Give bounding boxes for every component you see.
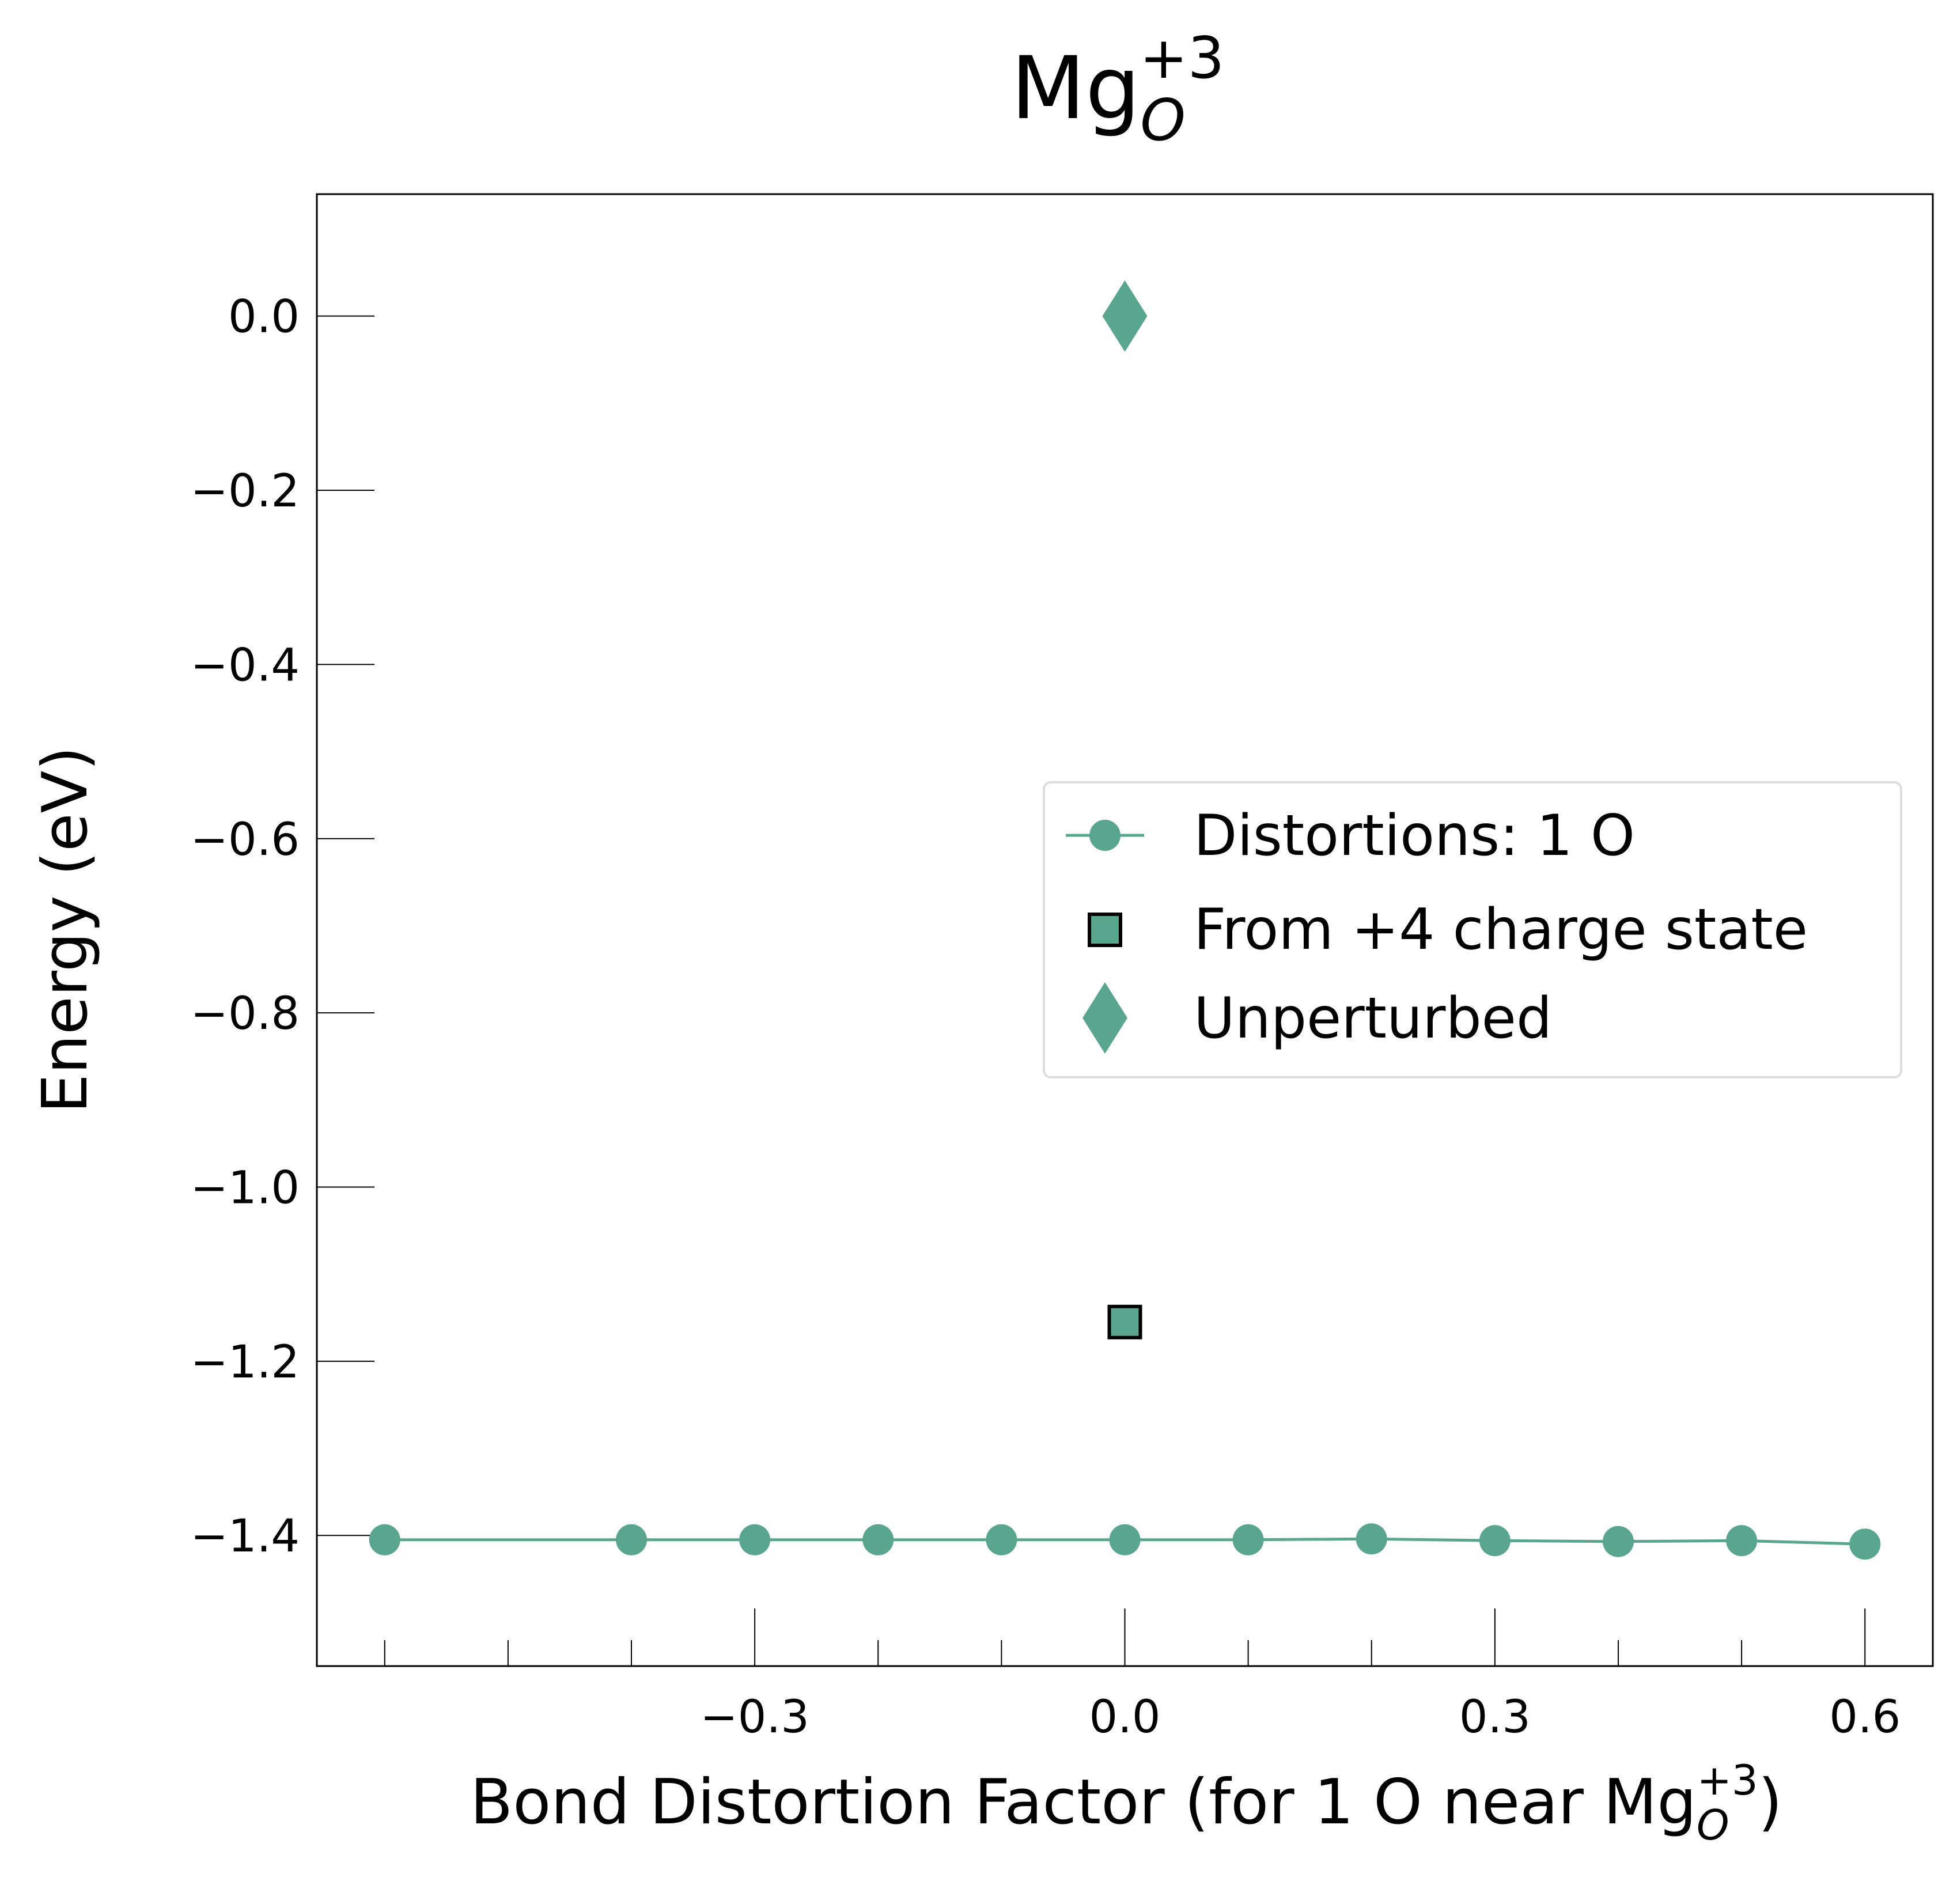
- y-axis-ticks: 0.0 −0.2 −0.4 −0.6 −0.8 −1.0 −1.2 −1.4: [191, 292, 374, 1562]
- x-axis-title-suffix: ): [1758, 1766, 1782, 1838]
- chart-title-subscript: O: [1140, 86, 1186, 154]
- data-point-square: [1107, 1304, 1142, 1339]
- data-point-circle: [1726, 1525, 1758, 1557]
- x-tick-label: 0.3: [1459, 1691, 1531, 1743]
- y-tick-label: −0.2: [191, 465, 300, 517]
- y-tick-label: −1.0: [191, 1162, 300, 1214]
- x-axis-title-superscript: +3: [1697, 1756, 1758, 1804]
- x-axis-title-prefix: Bond Distortion Factor (for 1 O near Mg: [470, 1766, 1697, 1838]
- data-point-circle: [1109, 1524, 1141, 1555]
- data-point-circle: [616, 1524, 648, 1555]
- x-tick-label: −0.3: [700, 1691, 809, 1743]
- chart-title: MgO+3: [1011, 24, 1225, 154]
- series-line: [384, 1537, 1865, 1546]
- data-point-circle: [862, 1524, 894, 1555]
- x-axis-ticks: −0.3 0.0 0.3 0.6: [384, 1608, 1901, 1743]
- x-tick-label: 0.6: [1829, 1691, 1901, 1743]
- data-point-circle: [1602, 1526, 1634, 1557]
- legend-label-from-charge-state: From +4 charge state: [1194, 897, 1808, 963]
- legend: Distortions: 1 O From +4 charge state Un…: [1043, 781, 1902, 1078]
- y-tick-label: −0.4: [191, 639, 300, 691]
- legend-box: [1043, 781, 1902, 1078]
- legend-diamond-marker: [1082, 982, 1127, 1054]
- y-tick-label: −1.4: [191, 1511, 300, 1562]
- data-point-circle: [1356, 1523, 1387, 1555]
- y-tick-label: 0.0: [228, 292, 300, 343]
- legend-entry-distortions: Distortions: 1 O: [1066, 803, 1635, 869]
- data-point-diamond: [1102, 280, 1148, 352]
- chart-title-superscript: +3: [1140, 24, 1224, 92]
- data-point-circle: [1849, 1528, 1881, 1560]
- series-layer: [369, 280, 1881, 1560]
- data-point-circle: [739, 1524, 771, 1555]
- y-tick-label: −0.6: [191, 814, 300, 866]
- y-tick-label: −0.8: [191, 988, 300, 1040]
- chart-title-base: Mg: [1011, 39, 1141, 139]
- x-axis-title: Bond Distortion Factor (for 1 O near MgO…: [470, 1756, 1782, 1849]
- y-axis-title: Energy (eV): [29, 746, 101, 1113]
- legend-circle-marker: [1089, 820, 1121, 851]
- data-point-circle: [1479, 1525, 1511, 1557]
- data-point-circle: [986, 1524, 1017, 1555]
- legend-label-unperturbed: Unperturbed: [1194, 986, 1552, 1051]
- legend-entry-unperturbed: Unperturbed: [1082, 982, 1552, 1054]
- legend-entry-from-charge-state: From +4 charge state: [1088, 897, 1808, 963]
- y-tick-label: −1.2: [191, 1337, 300, 1388]
- legend-label-distortions: Distortions: 1 O: [1194, 803, 1635, 869]
- data-point-circle: [1232, 1524, 1264, 1555]
- data-point-circle: [369, 1524, 400, 1555]
- x-tick-label: 0.0: [1089, 1691, 1160, 1743]
- legend-square-marker: [1088, 913, 1122, 947]
- x-axis-title-subscript: O: [1697, 1801, 1729, 1849]
